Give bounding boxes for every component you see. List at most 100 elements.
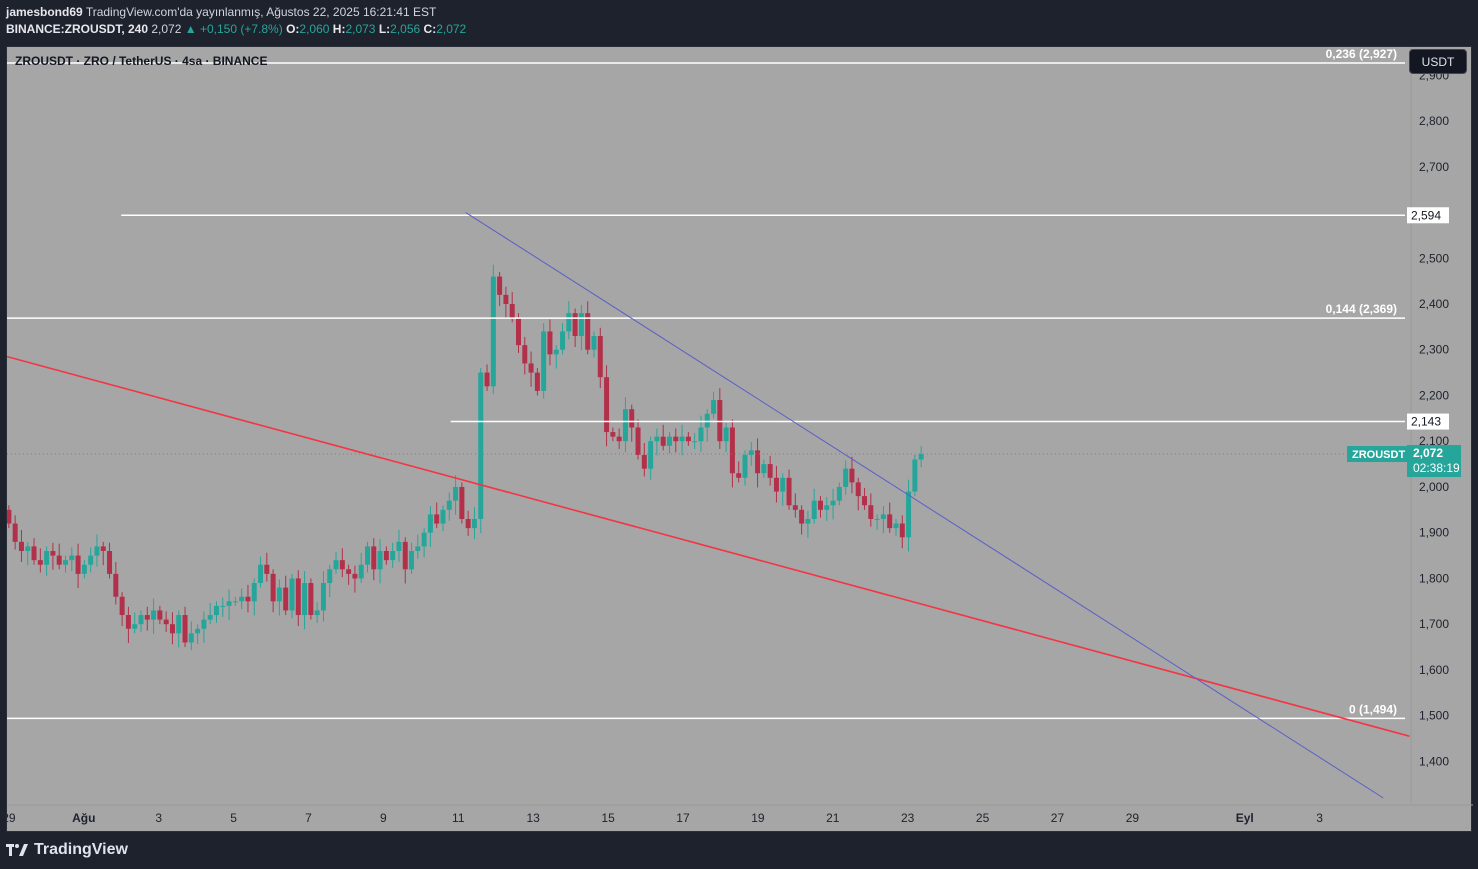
candle bbox=[415, 546, 421, 551]
y-tick-label: 1,900 bbox=[1419, 526, 1449, 540]
candle bbox=[314, 610, 320, 616]
trendline-red bbox=[7, 355, 1410, 738]
candle bbox=[113, 573, 119, 597]
candle bbox=[648, 441, 654, 469]
candle bbox=[597, 336, 603, 378]
candle bbox=[7, 509, 12, 524]
candle bbox=[151, 610, 157, 620]
candle bbox=[918, 454, 924, 460]
tradingview-logo[interactable]: TradingView bbox=[6, 841, 128, 859]
level-price-tag bbox=[1407, 413, 1449, 430]
candle bbox=[402, 541, 408, 570]
candle bbox=[213, 605, 219, 616]
x-tick-label: 29 bbox=[1126, 811, 1140, 825]
level-label: 0 (1,494) bbox=[1349, 702, 1397, 716]
candle bbox=[811, 500, 817, 519]
candle bbox=[899, 523, 905, 538]
candle bbox=[711, 400, 717, 414]
candle bbox=[547, 331, 553, 355]
candle bbox=[767, 464, 773, 478]
y-tick-label: 2,300 bbox=[1419, 343, 1449, 357]
x-tick-label: 23 bbox=[901, 811, 915, 825]
candle bbox=[75, 555, 81, 574]
candle bbox=[371, 546, 377, 570]
candle bbox=[50, 551, 56, 556]
candle bbox=[427, 514, 433, 533]
y-tick-label: 1,700 bbox=[1419, 617, 1449, 631]
candle bbox=[163, 619, 169, 625]
x-tick-label: Ağu bbox=[72, 811, 95, 825]
candle bbox=[515, 317, 521, 346]
candle bbox=[169, 624, 175, 634]
candle bbox=[327, 569, 333, 584]
candle bbox=[308, 583, 314, 616]
candle bbox=[44, 551, 50, 565]
candle bbox=[830, 500, 836, 506]
candle bbox=[635, 427, 641, 455]
tradingview-logo-text: TradingView bbox=[34, 841, 128, 858]
candle bbox=[490, 276, 496, 387]
x-tick-label: Eyl bbox=[1236, 811, 1254, 825]
tradingview-logo-icon bbox=[6, 844, 28, 856]
author-name[interactable]: jamesbond69 bbox=[6, 5, 83, 19]
candle bbox=[453, 486, 459, 501]
candle bbox=[572, 313, 578, 337]
close-label: C: bbox=[423, 22, 437, 36]
candle bbox=[258, 564, 264, 584]
candle bbox=[176, 615, 182, 634]
candle bbox=[849, 468, 855, 483]
low-value: 2,056 bbox=[390, 22, 421, 36]
candle bbox=[887, 514, 893, 529]
candle bbox=[843, 468, 849, 487]
level-price-label: 2,594 bbox=[1411, 208, 1441, 222]
candle bbox=[18, 541, 24, 551]
publish-header: jamesbond69 TradingView.com'da yayınlanm… bbox=[6, 5, 436, 19]
candle bbox=[497, 276, 503, 295]
candle bbox=[773, 477, 779, 492]
candle bbox=[906, 491, 912, 538]
open-label: O: bbox=[286, 22, 300, 36]
candle bbox=[440, 509, 446, 524]
x-tick-label: 27 bbox=[1051, 811, 1065, 825]
candle bbox=[107, 551, 113, 574]
candle bbox=[761, 464, 767, 474]
candle bbox=[641, 454, 647, 469]
candle bbox=[698, 427, 704, 442]
chart-area[interactable]: 1,400 1,500 1,600 1,700 1,800 1,900 2,000 2,100… bbox=[6, 46, 1473, 833]
last-price: 2,072 bbox=[151, 22, 182, 36]
candle bbox=[465, 518, 471, 529]
candle bbox=[358, 564, 364, 579]
candle bbox=[264, 564, 270, 574]
symbol-interval: BINANCE:ZROUSDT, 240 bbox=[6, 22, 149, 36]
candle bbox=[509, 304, 515, 318]
candle bbox=[320, 583, 326, 611]
current-price-label: 2,072 bbox=[1413, 446, 1443, 460]
level-label: 0,236 (2,927) bbox=[1326, 47, 1397, 61]
candle bbox=[786, 477, 792, 506]
candle bbox=[799, 509, 805, 524]
candle bbox=[352, 573, 358, 579]
candle bbox=[610, 432, 616, 437]
y-tick-label: 1,600 bbox=[1419, 663, 1449, 677]
candle bbox=[604, 377, 610, 433]
x-tick-label: 13 bbox=[526, 811, 540, 825]
candle bbox=[339, 560, 345, 570]
high-value: 2,073 bbox=[345, 22, 376, 36]
candle bbox=[377, 551, 383, 570]
candle bbox=[182, 615, 188, 643]
price-chart[interactable]: 1,400 1,500 1,600 1,700 1,800 1,900 2,000 2,100… bbox=[7, 47, 1473, 833]
y-tick-label: 2,800 bbox=[1419, 114, 1449, 128]
y-tick-label: 2,500 bbox=[1419, 251, 1449, 265]
currency-button[interactable]: USDT bbox=[1409, 49, 1467, 74]
candle bbox=[503, 294, 509, 304]
candle bbox=[383, 551, 389, 561]
candle bbox=[31, 546, 37, 561]
candles-group bbox=[7, 264, 924, 651]
y-tick-label: 1,400 bbox=[1419, 754, 1449, 768]
candle bbox=[201, 619, 207, 629]
candle bbox=[553, 349, 559, 355]
candle bbox=[522, 345, 528, 364]
candle bbox=[742, 454, 748, 478]
candle bbox=[144, 615, 150, 620]
candle bbox=[792, 505, 798, 510]
